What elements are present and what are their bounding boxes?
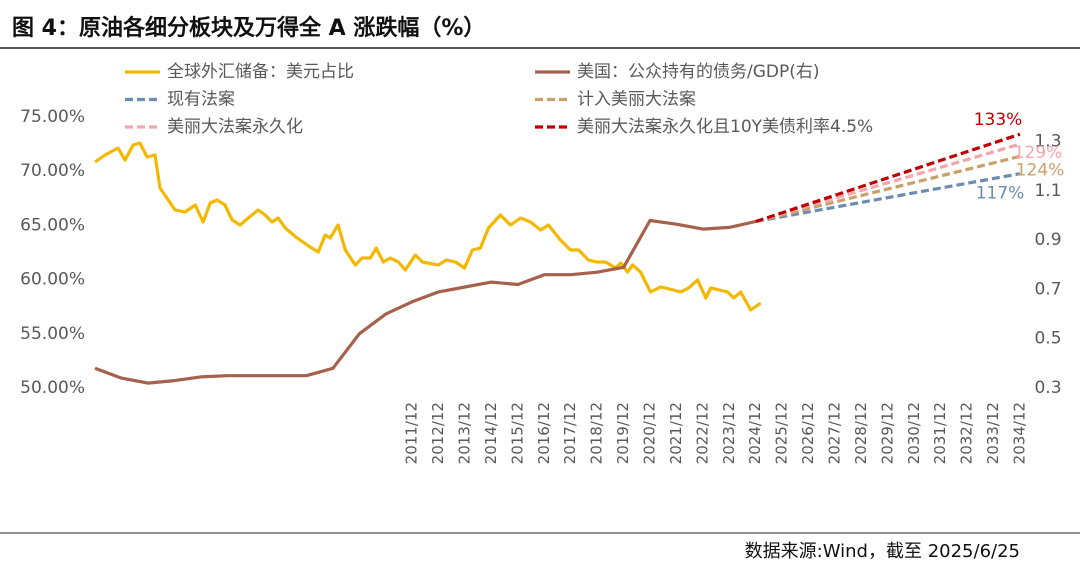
x-tick-label: 2019/12 [614,402,632,464]
x-tick-label: 2017/12 [561,402,579,464]
x-tick-label: 2023/12 [720,402,738,464]
x-tick-label: 2022/12 [693,402,711,464]
x-tick-label: 2011/12 [403,402,421,464]
y-tick-label: 60.00% [20,270,85,290]
y2-tick-label: 1.3 [1034,132,1061,152]
legend-label: 全球外汇储备：美元占比 [167,62,354,82]
value-label: 117% [976,184,1025,204]
y2-tick-label: 0.3 [1034,378,1061,398]
y2-tick-label: 0.5 [1034,329,1061,349]
series-line [755,154,1021,224]
x-tick-label: 2030/12 [905,402,923,464]
x-tick-label: 2018/12 [588,402,606,464]
series-line [94,218,757,385]
x-tick-label: 2025/12 [773,402,791,464]
series-line [94,141,762,312]
x-tick-label: 2020/12 [641,402,659,464]
x-tick-label: 2029/12 [878,402,896,464]
value-label: 133% [974,110,1023,130]
x-tick-label: 2016/12 [535,402,553,464]
x-tick-label: 2028/12 [852,402,870,464]
series-line [755,142,1021,224]
x-tick-label: 2024/12 [746,402,764,464]
x-tick-label: 2014/12 [482,402,500,464]
y2-tick-label: 1.1 [1034,181,1061,201]
legend-label: 美国：公众持有的债务/GDP(右) [577,62,820,82]
legend-label: 计入美丽大法案 [577,90,696,110]
x-tick-label: 2026/12 [799,402,817,464]
y2-tick-label: 0.7 [1034,279,1061,299]
y-tick-label: 70.00% [20,161,85,181]
value-label: 124% [1016,160,1065,180]
legend-label: 美丽大法案永久化 [167,117,303,137]
y2-tick-label: 0.9 [1034,230,1061,250]
series-line [755,172,1021,224]
x-tick-label: 2027/12 [826,402,844,464]
x-tick-label: 2021/12 [667,402,685,464]
legend-label: 美丽大法案永久化且10Y美债利率4.5% [577,117,873,137]
legend-label: 现有法案 [167,90,235,110]
value-label: 129% [1014,143,1063,163]
x-tick-label: 2033/12 [984,402,1002,464]
source-note: 数据来源:Wind，截至 2025/6/25 [745,541,1020,562]
x-tick-label: 2031/12 [931,402,949,464]
y-tick-label: 55.00% [20,324,85,344]
y-tick-label: 65.00% [20,215,85,235]
x-tick-label: 2032/12 [958,402,976,464]
y-tick-label: 75.00% [20,107,85,127]
x-tick-label: 2012/12 [429,402,447,464]
chart-title: 图 4：原油各细分板块及万得全 A 涨跌幅（%） [12,15,485,41]
x-tick-label: 2015/12 [508,402,526,464]
series-line [755,132,1021,224]
x-tick-label: 2034/12 [1011,402,1029,464]
y-tick-label: 50.00% [20,378,85,398]
x-tick-label: 2013/12 [456,402,474,464]
